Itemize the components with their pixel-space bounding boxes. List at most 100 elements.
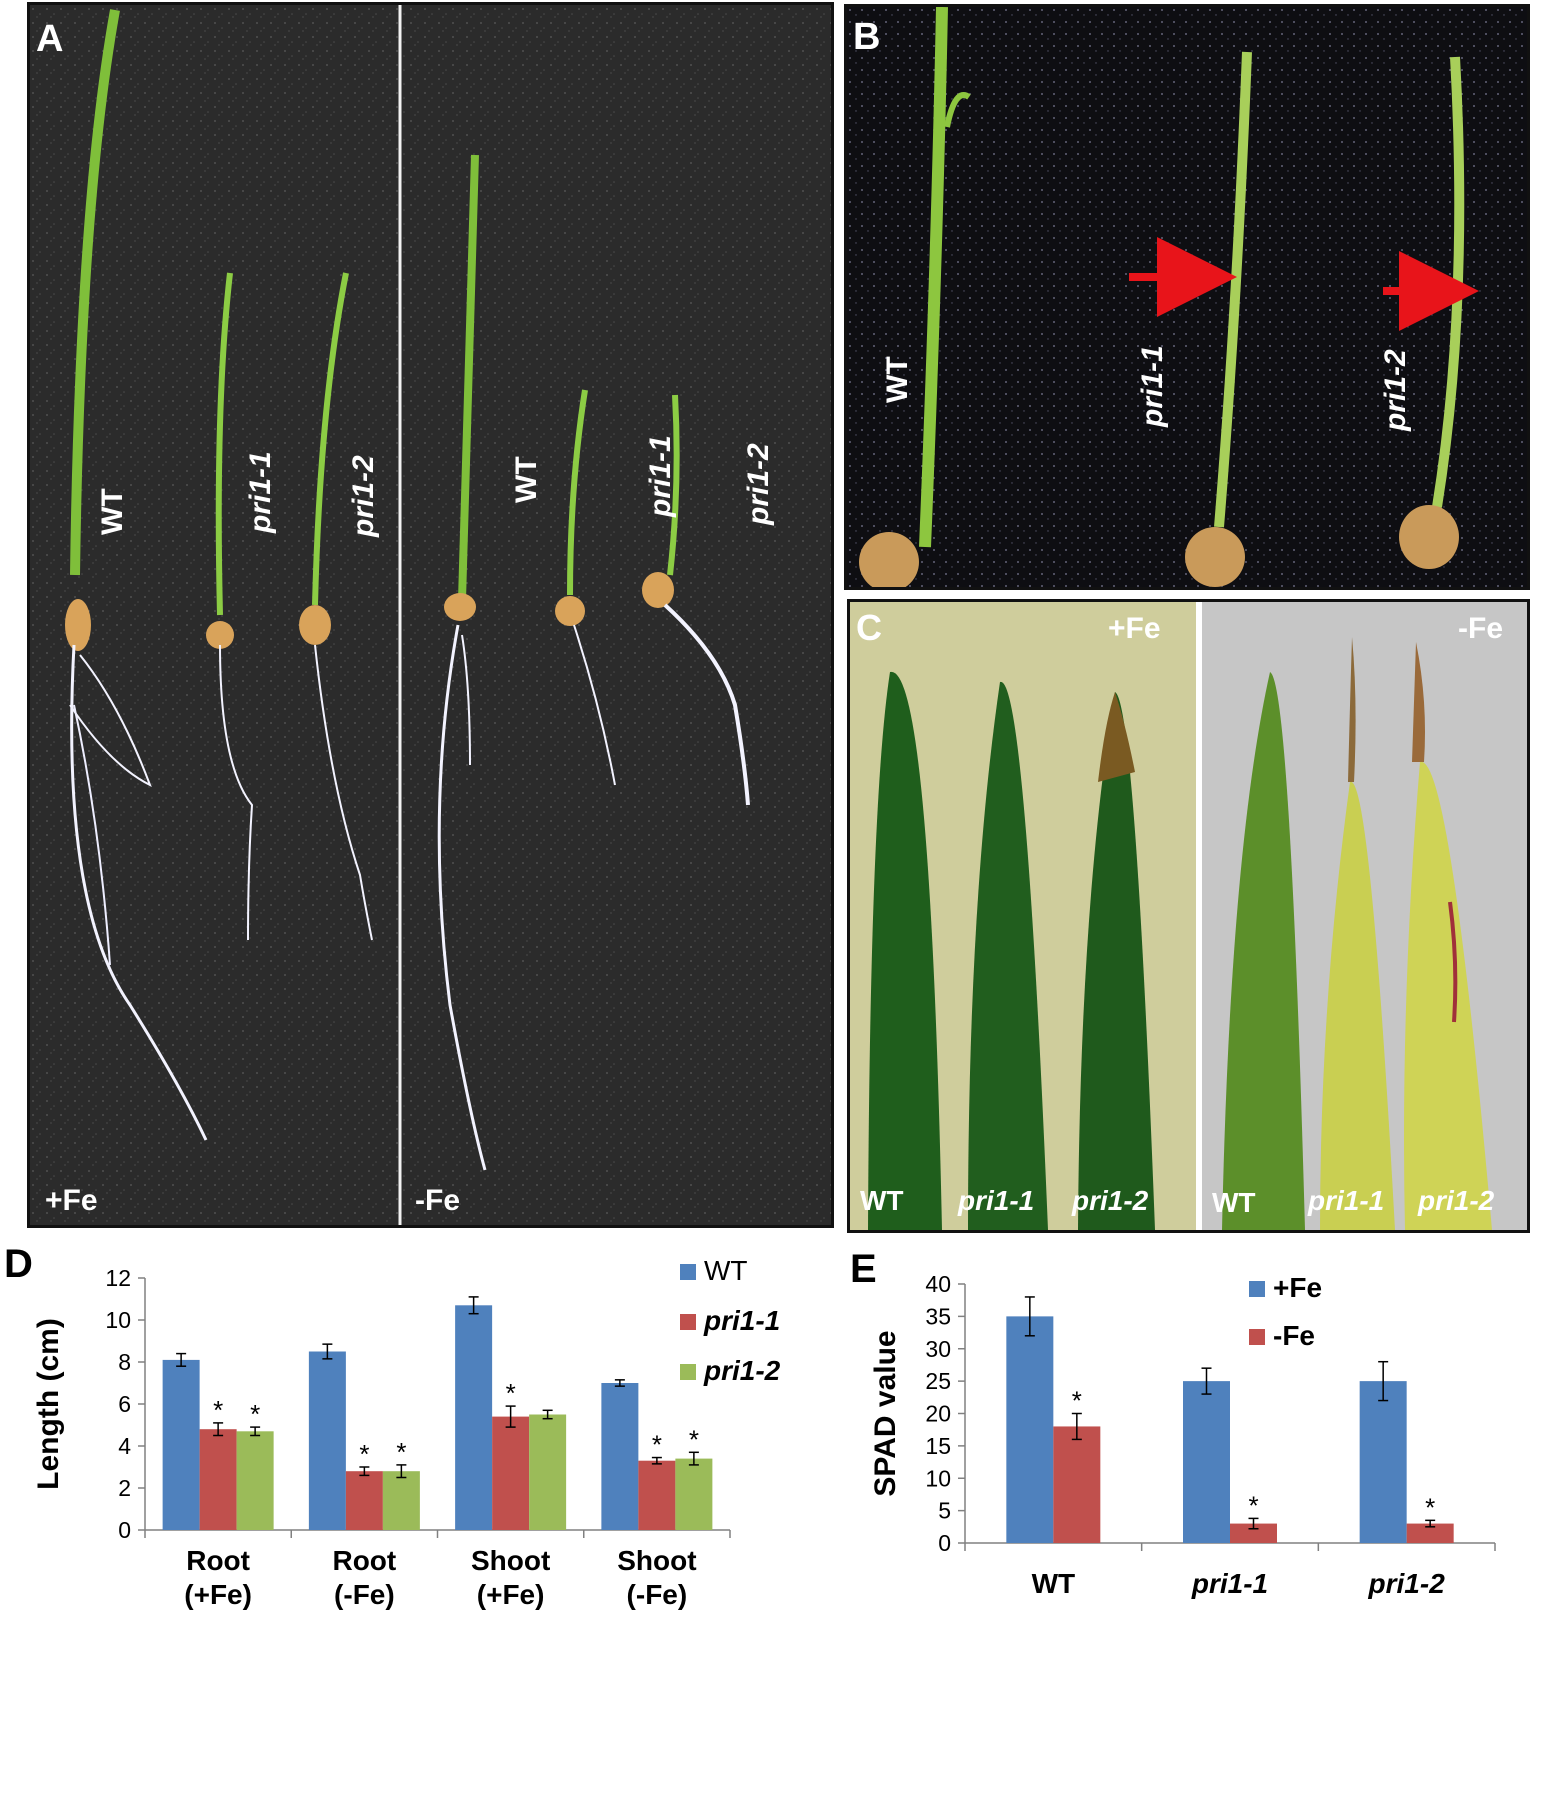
significance-star: * [1425, 1492, 1435, 1522]
panel-c: C +Fe -Fe WT pri1-1 pri1-2 WT pri1-1 pri… [847, 599, 1530, 1233]
panel-c-leaf-label-wt-plusfe: WT [860, 1185, 904, 1216]
bar [382, 1471, 420, 1530]
x-category-label: pri1-1 [1191, 1568, 1268, 1599]
bar [529, 1414, 567, 1530]
legend-label: WT [704, 1255, 748, 1286]
panel-c-leaf-label-pri1-1-plusfe: pri1-1 [957, 1185, 1034, 1216]
panel-b-plant-label-wt: WT [881, 356, 914, 403]
panel-b-photo: B WT pri1-1 pri1-2 [847, 7, 1527, 587]
bar [1406, 1523, 1454, 1543]
panel-a-label: A [36, 18, 63, 60]
panel-c-divider [1196, 602, 1202, 1230]
legend-swatch [1249, 1329, 1265, 1345]
panel-a-photo: A +Fe -Fe WT pri1-1 pri1-2 WT pri1-1 pri… [30, 5, 831, 1225]
legend-label: +Fe [1273, 1272, 1322, 1303]
bar [162, 1359, 200, 1530]
leaf-c-pri1-1-minusfe [1320, 637, 1395, 1230]
leaf-c-wt-plusfe [868, 671, 942, 1230]
significance-star: * [213, 1395, 223, 1425]
panel-c-leaf-label-pri1-2-minusfe: pri1-2 [1417, 1185, 1495, 1216]
panel-a-plant-label-pri1-1-plusfe: pri1-1 [244, 451, 277, 534]
y-tick-label: 6 [118, 1391, 131, 1417]
legend-label: pri1-1 [703, 1305, 780, 1336]
y-tick-label: 35 [925, 1303, 951, 1329]
y-tick-label: 10 [105, 1307, 131, 1333]
y-tick-label: 4 [118, 1433, 131, 1459]
x-category-label: Shoot [617, 1545, 696, 1576]
y-tick-label: 15 [925, 1433, 951, 1459]
panel-b-plant-label-pri1-1: pri1-1 [1136, 345, 1169, 428]
x-category-label: Root [332, 1545, 396, 1576]
y-tick-label: 10 [925, 1465, 951, 1491]
legend-swatch [680, 1364, 696, 1380]
plant-a-pri1-2-minusfe [642, 394, 750, 806]
panel-c-label: C [856, 607, 882, 648]
x-category-label: pri1-2 [1368, 1568, 1446, 1599]
bar [455, 1305, 493, 1530]
bar [492, 1416, 530, 1530]
panel-b: B WT pri1-1 pri1-2 [844, 4, 1530, 590]
x-category-label: (-Fe) [334, 1579, 395, 1610]
y-tick-label: 5 [938, 1498, 951, 1524]
bar [1230, 1523, 1277, 1543]
panel-b-label: B [853, 16, 880, 58]
y-tick-label: 8 [118, 1349, 131, 1375]
bar [345, 1471, 383, 1530]
bar [308, 1351, 346, 1530]
panel-d-label: D [4, 1242, 33, 1286]
y-tick-label: 0 [118, 1517, 131, 1543]
y-tick-label: 25 [925, 1368, 951, 1394]
legend-label: -Fe [1273, 1320, 1315, 1351]
bar [675, 1458, 713, 1530]
panel-c-minusfe-label: -Fe [1458, 612, 1503, 645]
y-tick-label: 30 [925, 1336, 951, 1362]
bar [601, 1383, 639, 1530]
x-category-label: (+Fe) [477, 1579, 545, 1610]
panel-a-plant-label-wt-minusfe: WT [510, 456, 543, 503]
legend-swatch [680, 1264, 696, 1280]
panel-a-plant-label-pri1-1-minusfe: pri1-1 [644, 435, 677, 518]
panel-c-leaf-label-pri1-1-minusfe: pri1-1 [1307, 1185, 1384, 1216]
bar [1183, 1381, 1230, 1543]
panel-a-background [30, 5, 831, 1225]
panel-c-leaf-label-pri1-2-plusfe: pri1-2 [1071, 1185, 1149, 1216]
plant-a-pri1-1-minusfe [555, 389, 616, 786]
panel-c-leaf-label-wt-minusfe: WT [1212, 1187, 1256, 1218]
leaf-c-wt-minusfe [1222, 672, 1305, 1230]
panel-b-plant-label-pri1-2: pri1-2 [1379, 349, 1412, 432]
bar [638, 1460, 676, 1530]
panel-a-plusfe-label: +Fe [45, 1184, 98, 1217]
panel-b-background [847, 7, 1527, 587]
plant-a-pri1-1-plusfe [206, 272, 254, 941]
leaf-c-pri1-1-plusfe [968, 681, 1048, 1230]
bar [1053, 1426, 1101, 1543]
significance-star: * [689, 1424, 699, 1454]
panel-a-plant-label-wt-plusfe: WT [96, 488, 129, 535]
plant-a-wt-minusfe [437, 154, 487, 1171]
bar [1006, 1316, 1054, 1543]
legend-label: pri1-2 [703, 1355, 781, 1386]
significance-star: * [396, 1437, 406, 1467]
panel-a-minusfe-label: -Fe [415, 1184, 460, 1217]
y-tick-label: 20 [925, 1401, 951, 1427]
x-category-label: WT [1032, 1568, 1076, 1599]
x-category-label: (+Fe) [184, 1579, 252, 1610]
significance-star: * [1248, 1490, 1258, 1520]
panel-a-plant-label-pri1-2-minusfe: pri1-2 [742, 443, 775, 526]
significance-star: * [250, 1399, 260, 1429]
leaf-c-pri1-2-minusfe [1404, 642, 1492, 1230]
x-category-label: Root [186, 1545, 250, 1576]
bar [1359, 1381, 1407, 1543]
chart-e: 0 5 10 15 20 25 30 35 40 SPAD value * * * WT pri1-1 pri… [869, 1271, 1496, 1599]
x-category-label: (-Fe) [627, 1579, 688, 1610]
panel-a: A +Fe -Fe WT pri1-1 pri1-2 WT pri1-1 pri… [27, 2, 834, 1228]
significance-star: * [1072, 1386, 1082, 1416]
panel-c-photo: C +Fe -Fe WT pri1-1 pri1-2 WT pri1-1 pri… [850, 602, 1527, 1230]
plant-a-pri1-2-plusfe [299, 272, 373, 941]
bar [199, 1429, 237, 1530]
panel-a-plant-label-pri1-2-plusfe: pri1-2 [347, 455, 380, 538]
legend-swatch [680, 1314, 696, 1330]
y-tick-label: 2 [118, 1475, 131, 1501]
bar [236, 1431, 274, 1530]
